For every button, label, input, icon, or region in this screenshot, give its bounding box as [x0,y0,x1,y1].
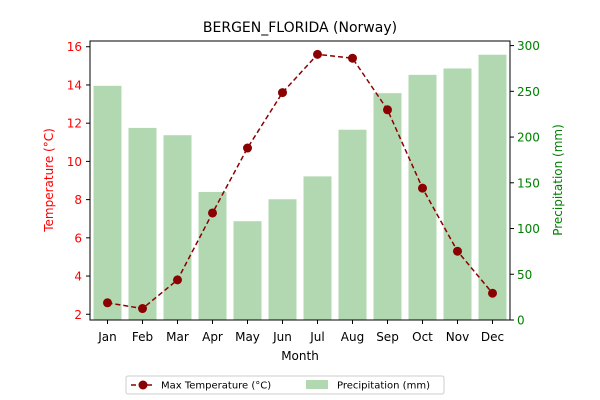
temperature-point-nov [453,246,462,256]
legend-temperature-marker [138,380,148,390]
x-tick-label: Feb [132,330,153,344]
x-tick-label: May [235,330,260,344]
right-tick-label: 0 [517,314,525,328]
precipitation-bar-mar [163,135,192,320]
x-tick-label: Jun [272,330,292,344]
temperature-point-aug [348,53,357,63]
left-axis-label: Temperature (°C) [42,128,56,233]
precipitation-bar-jul [303,176,332,320]
precipitation-bar-dec [478,54,507,320]
left-tick-label: 10 [67,155,82,169]
legend: Max Temperature (°C) Precipitation (mm) [125,375,445,395]
temperature-point-jul [313,49,322,59]
left-tick-label: 4 [74,270,82,284]
x-tick-label: Jan [97,330,117,344]
precipitation-bar-nov [443,68,472,320]
precipitation-bar-jun [268,199,297,320]
x-tick-label: Dec [481,330,504,344]
right-tick-label: 150 [517,176,540,190]
precipitation-bar-aug [338,129,367,320]
precipitation-bar-feb [128,127,157,320]
legend-temperature-label: Max Temperature (°C) [161,381,271,392]
x-tick-label: Aug [341,330,364,344]
left-tick-label: 16 [67,40,82,54]
temperature-point-may [243,143,252,153]
x-axis-label: Month [281,349,319,363]
left-tick-label: 12 [67,117,82,131]
left-tick-label: 14 [67,78,82,92]
precipitation-bar-oct [408,74,437,320]
right-tick-label: 100 [517,222,540,236]
x-tick-label: Jul [309,330,324,344]
x-tick-label: Apr [202,330,223,344]
right-axis-label: Precipitation (mm) [551,124,565,236]
left-tick-label: 6 [74,231,82,245]
temperature-point-apr [208,208,217,218]
x-tick-label: Mar [166,330,189,344]
temperature-point-dec [488,288,497,298]
legend-precipitation-label: Precipitation (mm) [337,381,430,392]
temperature-point-oct [418,183,427,193]
x-tick-label: Oct [412,330,433,344]
temperature-point-jan [103,298,112,308]
right-tick-label: 300 [517,39,540,53]
temperature-point-jun [278,88,287,98]
right-tick-label: 200 [517,131,540,145]
legend-frame [125,375,445,395]
temperature-series-line [107,53,494,310]
left-tick-label: 2 [74,308,82,322]
chart-title: BERGEN_FLORIDA (Norway) [203,20,397,36]
temperature-point-mar [173,275,182,285]
plot-frame [89,40,511,321]
left-tick-label: 8 [74,193,82,207]
legend-precipitation-swatch [306,380,328,389]
x-tick-label: Nov [446,330,469,344]
precipitation-bar-sep [373,93,402,320]
right-tick-label: 50 [517,268,532,282]
temperature-point-feb [138,304,147,314]
temperature-line [103,49,497,314]
right-tick-label: 250 [517,85,540,99]
precipitation-bar-jan [93,85,122,320]
precipitation-bar-may [233,221,262,320]
x-tick-label: Sep [376,330,399,344]
temperature-point-sep [383,105,392,115]
precipitation-bars [93,54,507,320]
axes: 2 4 6 8 10 12 14 16 0 50 100 150 200 250 300 Jan Feb Mar A… [67,39,540,344]
